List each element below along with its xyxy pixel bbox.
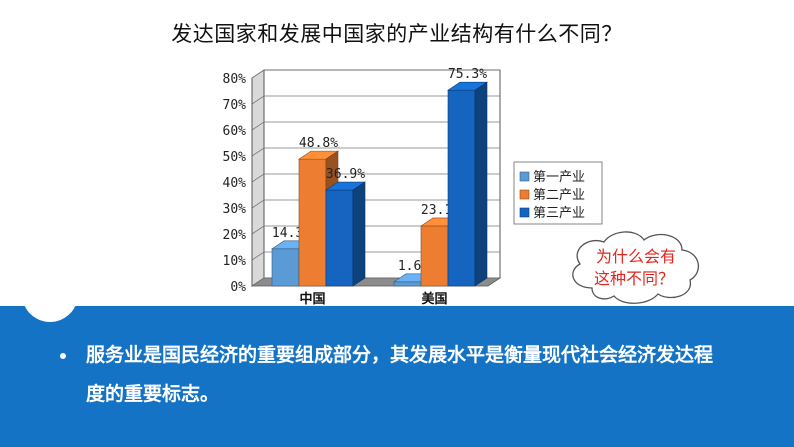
bubble-line-2: 这种不同？ xyxy=(594,269,674,288)
legend-swatch xyxy=(519,171,530,182)
gridline xyxy=(251,199,500,209)
bar xyxy=(420,225,449,287)
gridline xyxy=(251,95,500,105)
bar xyxy=(298,158,327,287)
slide-title: 发达国家和发展中国家的产业结构有什么不同？ xyxy=(171,22,623,46)
summary-text: 服务业是国民经济的重要组成部分，其发展水平是衡量现代社会经济发达程度的重要标志。 xyxy=(86,344,714,405)
industry-structure-chart: 0%10%20%30%40%50%60%70%80%14.3%48.8%36.9… xyxy=(223,67,603,307)
bar xyxy=(447,89,476,287)
summary-band xyxy=(0,306,794,447)
gridline xyxy=(251,69,500,79)
question-cloud: 为什么会有 这种不同？ xyxy=(572,231,700,304)
bar xyxy=(325,189,354,287)
data-label: 75.3% xyxy=(448,67,487,82)
y-tick-label: 20% xyxy=(223,228,247,243)
gridline xyxy=(251,121,500,131)
y-tick-label: 10% xyxy=(223,254,247,269)
y-tick-label: 30% xyxy=(223,202,247,217)
category-label: 中国 xyxy=(299,291,325,307)
data-label: 48.8% xyxy=(299,136,338,151)
gridline xyxy=(251,147,500,157)
legend-swatch xyxy=(519,207,530,218)
legend-swatch xyxy=(519,189,530,200)
legend-label: 第二产业 xyxy=(533,188,585,203)
y-tick-label: 60% xyxy=(223,124,247,139)
y-tick-label: 0% xyxy=(230,280,246,295)
data-label: 36.9% xyxy=(326,167,365,182)
bar-side xyxy=(474,81,488,287)
y-tick-label: 80% xyxy=(223,72,247,87)
y-tick-label: 70% xyxy=(223,98,247,113)
category-label: 美国 xyxy=(421,291,447,307)
legend-label: 第三产业 xyxy=(533,206,585,221)
bubble-line-1: 为什么会有 xyxy=(596,247,676,266)
bullet-dot xyxy=(60,353,66,359)
bar xyxy=(271,248,300,287)
y-tick-label: 50% xyxy=(223,150,247,165)
y-tick-label: 40% xyxy=(223,176,247,191)
bar-side xyxy=(352,181,366,287)
legend-label: 第一产业 xyxy=(533,170,585,185)
bar xyxy=(393,281,422,287)
gridline xyxy=(251,173,500,183)
